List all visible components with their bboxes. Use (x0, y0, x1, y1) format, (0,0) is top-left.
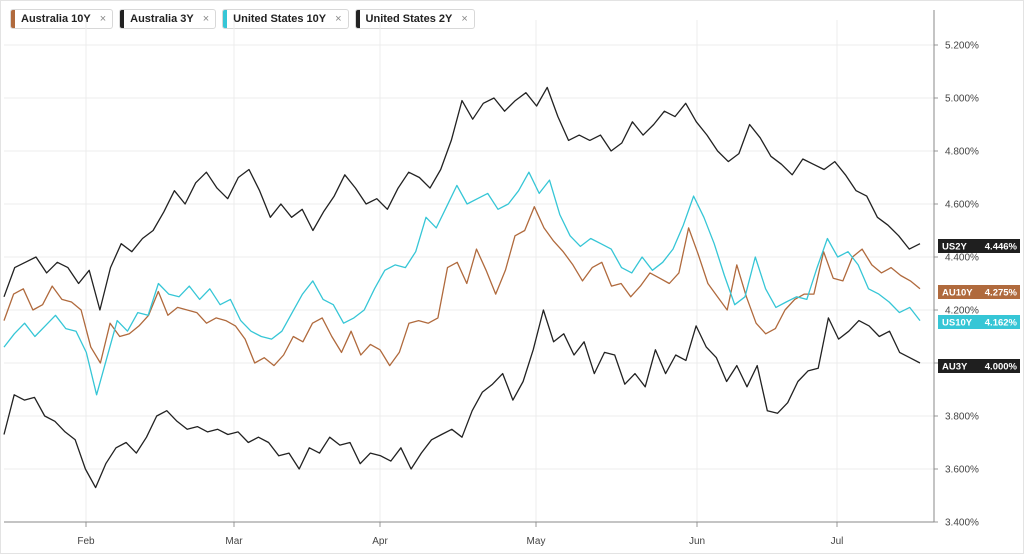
tag-symbol: US10Y (942, 318, 973, 329)
close-icon[interactable]: × (461, 13, 468, 25)
x-tick-label: Mar (225, 536, 243, 547)
legend-label: United States 10Y (233, 13, 327, 25)
x-tick-label: May (527, 536, 546, 547)
y-tick-label: 4.800% (945, 147, 979, 158)
y-tick-label: 3.800% (945, 412, 979, 423)
series-line-au3y (3, 309, 921, 489)
tag-background (938, 285, 1020, 299)
tag-value: 4.000% (985, 362, 1018, 373)
x-tick-label: Apr (372, 536, 388, 547)
legend-label: Australia 3Y (130, 13, 194, 25)
legend-color-swatch (223, 10, 228, 28)
y-tick-label: 4.200% (945, 306, 979, 317)
close-icon[interactable]: × (202, 13, 210, 25)
y-tick-label: 4.400% (945, 253, 979, 264)
y-tick-label: 5.000% (945, 94, 979, 105)
y-tick-label: 3.600% (945, 465, 979, 476)
series-line-us2y (3, 86, 921, 311)
legend-color-swatch (355, 10, 360, 28)
close-icon[interactable]: × (99, 13, 107, 25)
last-value-tag-us2y: US2Y 4.446% (938, 239, 1020, 253)
tag-value: 4.446% (985, 242, 1018, 253)
tag-background (938, 359, 1020, 373)
tag-symbol: US2Y (942, 242, 967, 253)
close-icon[interactable]: × (335, 13, 342, 25)
last-value-tag-au3y: AU3Y 4.000% (938, 359, 1020, 373)
legend: Australia 10Y × Australia 3Y × United States… (10, 9, 475, 29)
legend-color-swatch (120, 10, 125, 28)
tag-background (938, 315, 1020, 329)
tag-symbol: AU3Y (942, 362, 968, 373)
legend-label: Australia 10Y (21, 13, 91, 25)
last-value-tag-us10y: US10Y 4.162% (938, 315, 1020, 329)
x-tick-label: Jul (831, 536, 844, 547)
y-tick-label: 3.400% (945, 518, 979, 529)
tag-background (938, 239, 1020, 253)
legend-chip-1[interactable]: Australia 3Y × (119, 9, 217, 29)
y-tick-label: 5.200% (945, 41, 979, 52)
legend-color-swatch (11, 10, 15, 28)
legend-chip-3[interactable]: United States 2Y × (354, 9, 475, 29)
tag-symbol: AU10Y (942, 288, 973, 299)
x-tick-label: Jun (689, 536, 705, 547)
y-tick-label: 4.600% (945, 200, 979, 211)
tag-value: 4.162% (985, 318, 1018, 329)
tag-value: 4.275% (985, 288, 1018, 299)
series-line-au10y (3, 206, 921, 367)
x-tick-label: Feb (77, 536, 95, 547)
legend-label: United States 2Y (365, 13, 453, 25)
legend-chip-0[interactable]: Australia 10Y × (10, 9, 114, 29)
legend-chip-2[interactable]: United States 10Y × (222, 9, 349, 29)
last-value-tag-au10y: AU10Y 4.275% (938, 285, 1020, 299)
series-line-us10y (3, 171, 921, 396)
